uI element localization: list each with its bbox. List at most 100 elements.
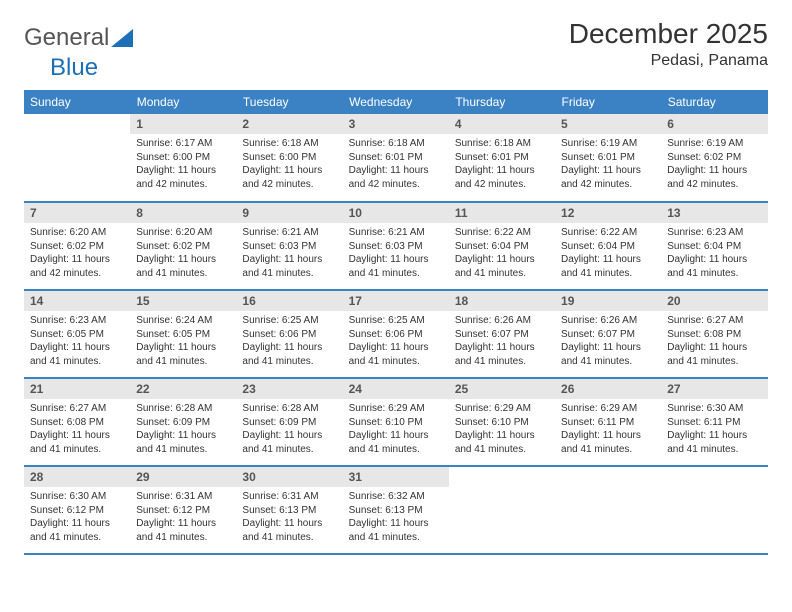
day-number: 18: [449, 291, 555, 311]
calendar-cell: 29Sunrise: 6:31 AMSunset: 6:12 PMDayligh…: [130, 466, 236, 554]
calendar-body: 1Sunrise: 6:17 AMSunset: 6:00 PMDaylight…: [24, 114, 768, 554]
calendar-week-row: 1Sunrise: 6:17 AMSunset: 6:00 PMDaylight…: [24, 114, 768, 202]
day-number: 4: [449, 114, 555, 134]
calendar-cell: 6Sunrise: 6:19 AMSunset: 6:02 PMDaylight…: [661, 114, 767, 202]
day-number: 16: [236, 291, 342, 311]
calendar-cell: [661, 466, 767, 554]
day-number: 29: [130, 467, 236, 487]
day-number: 15: [130, 291, 236, 311]
calendar-cell: 21Sunrise: 6:27 AMSunset: 6:08 PMDayligh…: [24, 378, 130, 466]
day-details: Sunrise: 6:18 AMSunset: 6:01 PMDaylight:…: [343, 134, 449, 195]
day-details: Sunrise: 6:21 AMSunset: 6:03 PMDaylight:…: [236, 223, 342, 284]
day-details: Sunrise: 6:30 AMSunset: 6:12 PMDaylight:…: [24, 487, 130, 548]
calendar-cell: 17Sunrise: 6:25 AMSunset: 6:06 PMDayligh…: [343, 290, 449, 378]
calendar-cell: 19Sunrise: 6:26 AMSunset: 6:07 PMDayligh…: [555, 290, 661, 378]
calendar-week-row: 28Sunrise: 6:30 AMSunset: 6:12 PMDayligh…: [24, 466, 768, 554]
day-number: 3: [343, 114, 449, 134]
day-number: 12: [555, 203, 661, 223]
brand-text-1: General: [24, 24, 109, 52]
day-number: 10: [343, 203, 449, 223]
calendar-cell: 10Sunrise: 6:21 AMSunset: 6:03 PMDayligh…: [343, 202, 449, 290]
day-number: 26: [555, 379, 661, 399]
day-number: 22: [130, 379, 236, 399]
calendar-cell: 20Sunrise: 6:27 AMSunset: 6:08 PMDayligh…: [661, 290, 767, 378]
day-details: Sunrise: 6:25 AMSunset: 6:06 PMDaylight:…: [343, 311, 449, 372]
calendar-week-row: 14Sunrise: 6:23 AMSunset: 6:05 PMDayligh…: [24, 290, 768, 378]
day-number: 5: [555, 114, 661, 134]
day-details: Sunrise: 6:27 AMSunset: 6:08 PMDaylight:…: [24, 399, 130, 460]
calendar-header-row: SundayMondayTuesdayWednesdayThursdayFrid…: [24, 90, 768, 114]
title-block: December 2025 Pedasi, Panama: [569, 18, 768, 70]
day-details: Sunrise: 6:22 AMSunset: 6:04 PMDaylight:…: [449, 223, 555, 284]
calendar-cell: 1Sunrise: 6:17 AMSunset: 6:00 PMDaylight…: [130, 114, 236, 202]
day-number: 2: [236, 114, 342, 134]
calendar-cell: 16Sunrise: 6:25 AMSunset: 6:06 PMDayligh…: [236, 290, 342, 378]
day-details: Sunrise: 6:26 AMSunset: 6:07 PMDaylight:…: [555, 311, 661, 372]
calendar-cell: 30Sunrise: 6:31 AMSunset: 6:13 PMDayligh…: [236, 466, 342, 554]
day-details: Sunrise: 6:23 AMSunset: 6:04 PMDaylight:…: [661, 223, 767, 284]
day-number: 20: [661, 291, 767, 311]
calendar-cell: 11Sunrise: 6:22 AMSunset: 6:04 PMDayligh…: [449, 202, 555, 290]
day-details: Sunrise: 6:29 AMSunset: 6:10 PMDaylight:…: [343, 399, 449, 460]
day-number: 19: [555, 291, 661, 311]
calendar-cell: 7Sunrise: 6:20 AMSunset: 6:02 PMDaylight…: [24, 202, 130, 290]
day-number: 9: [236, 203, 342, 223]
day-details: Sunrise: 6:21 AMSunset: 6:03 PMDaylight:…: [343, 223, 449, 284]
day-details: Sunrise: 6:28 AMSunset: 6:09 PMDaylight:…: [130, 399, 236, 460]
calendar-cell: 18Sunrise: 6:26 AMSunset: 6:07 PMDayligh…: [449, 290, 555, 378]
weekday-header: Sunday: [24, 90, 130, 114]
day-details: Sunrise: 6:20 AMSunset: 6:02 PMDaylight:…: [24, 223, 130, 284]
calendar-cell: 28Sunrise: 6:30 AMSunset: 6:12 PMDayligh…: [24, 466, 130, 554]
day-details: Sunrise: 6:32 AMSunset: 6:13 PMDaylight:…: [343, 487, 449, 548]
calendar-cell: 24Sunrise: 6:29 AMSunset: 6:10 PMDayligh…: [343, 378, 449, 466]
day-details: Sunrise: 6:19 AMSunset: 6:02 PMDaylight:…: [661, 134, 767, 195]
day-details: Sunrise: 6:30 AMSunset: 6:11 PMDaylight:…: [661, 399, 767, 460]
day-details: Sunrise: 6:31 AMSunset: 6:12 PMDaylight:…: [130, 487, 236, 548]
calendar-cell: 12Sunrise: 6:22 AMSunset: 6:04 PMDayligh…: [555, 202, 661, 290]
day-number: 28: [24, 467, 130, 487]
calendar-cell: 5Sunrise: 6:19 AMSunset: 6:01 PMDaylight…: [555, 114, 661, 202]
day-details: Sunrise: 6:24 AMSunset: 6:05 PMDaylight:…: [130, 311, 236, 372]
day-number: 11: [449, 203, 555, 223]
calendar-cell: [449, 466, 555, 554]
calendar-cell: 9Sunrise: 6:21 AMSunset: 6:03 PMDaylight…: [236, 202, 342, 290]
weekday-header: Monday: [130, 90, 236, 114]
day-details: Sunrise: 6:26 AMSunset: 6:07 PMDaylight:…: [449, 311, 555, 372]
calendar-cell: 23Sunrise: 6:28 AMSunset: 6:09 PMDayligh…: [236, 378, 342, 466]
page-subtitle: Pedasi, Panama: [569, 52, 768, 70]
day-details: Sunrise: 6:23 AMSunset: 6:05 PMDaylight:…: [24, 311, 130, 372]
day-number: 23: [236, 379, 342, 399]
day-number: 21: [24, 379, 130, 399]
day-details: Sunrise: 6:27 AMSunset: 6:08 PMDaylight:…: [661, 311, 767, 372]
day-details: Sunrise: 6:17 AMSunset: 6:00 PMDaylight:…: [130, 134, 236, 195]
brand-triangle-icon: [111, 29, 133, 47]
calendar-cell: 2Sunrise: 6:18 AMSunset: 6:00 PMDaylight…: [236, 114, 342, 202]
calendar-page: General December 2025 Pedasi, Panama Blu…: [0, 0, 792, 565]
calendar-cell: 15Sunrise: 6:24 AMSunset: 6:05 PMDayligh…: [130, 290, 236, 378]
calendar-cell: 25Sunrise: 6:29 AMSunset: 6:10 PMDayligh…: [449, 378, 555, 466]
calendar-week-row: 21Sunrise: 6:27 AMSunset: 6:08 PMDayligh…: [24, 378, 768, 466]
day-number: 17: [343, 291, 449, 311]
day-number: 27: [661, 379, 767, 399]
calendar-table: SundayMondayTuesdayWednesdayThursdayFrid…: [24, 90, 768, 555]
day-number: 13: [661, 203, 767, 223]
calendar-cell: 3Sunrise: 6:18 AMSunset: 6:01 PMDaylight…: [343, 114, 449, 202]
page-title: December 2025: [569, 18, 768, 50]
day-details: Sunrise: 6:29 AMSunset: 6:11 PMDaylight:…: [555, 399, 661, 460]
day-details: Sunrise: 6:31 AMSunset: 6:13 PMDaylight:…: [236, 487, 342, 548]
weekday-header: Wednesday: [343, 90, 449, 114]
calendar-cell: 4Sunrise: 6:18 AMSunset: 6:01 PMDaylight…: [449, 114, 555, 202]
day-details: Sunrise: 6:22 AMSunset: 6:04 PMDaylight:…: [555, 223, 661, 284]
calendar-cell: 22Sunrise: 6:28 AMSunset: 6:09 PMDayligh…: [130, 378, 236, 466]
day-details: Sunrise: 6:25 AMSunset: 6:06 PMDaylight:…: [236, 311, 342, 372]
calendar-cell: 31Sunrise: 6:32 AMSunset: 6:13 PMDayligh…: [343, 466, 449, 554]
brand-logo: General: [24, 18, 133, 52]
day-number: 25: [449, 379, 555, 399]
day-details: Sunrise: 6:28 AMSunset: 6:09 PMDaylight:…: [236, 399, 342, 460]
day-details: Sunrise: 6:18 AMSunset: 6:00 PMDaylight:…: [236, 134, 342, 195]
calendar-cell: [24, 114, 130, 202]
day-number: 1: [130, 114, 236, 134]
day-number: 30: [236, 467, 342, 487]
day-details: Sunrise: 6:18 AMSunset: 6:01 PMDaylight:…: [449, 134, 555, 195]
weekday-header: Thursday: [449, 90, 555, 114]
